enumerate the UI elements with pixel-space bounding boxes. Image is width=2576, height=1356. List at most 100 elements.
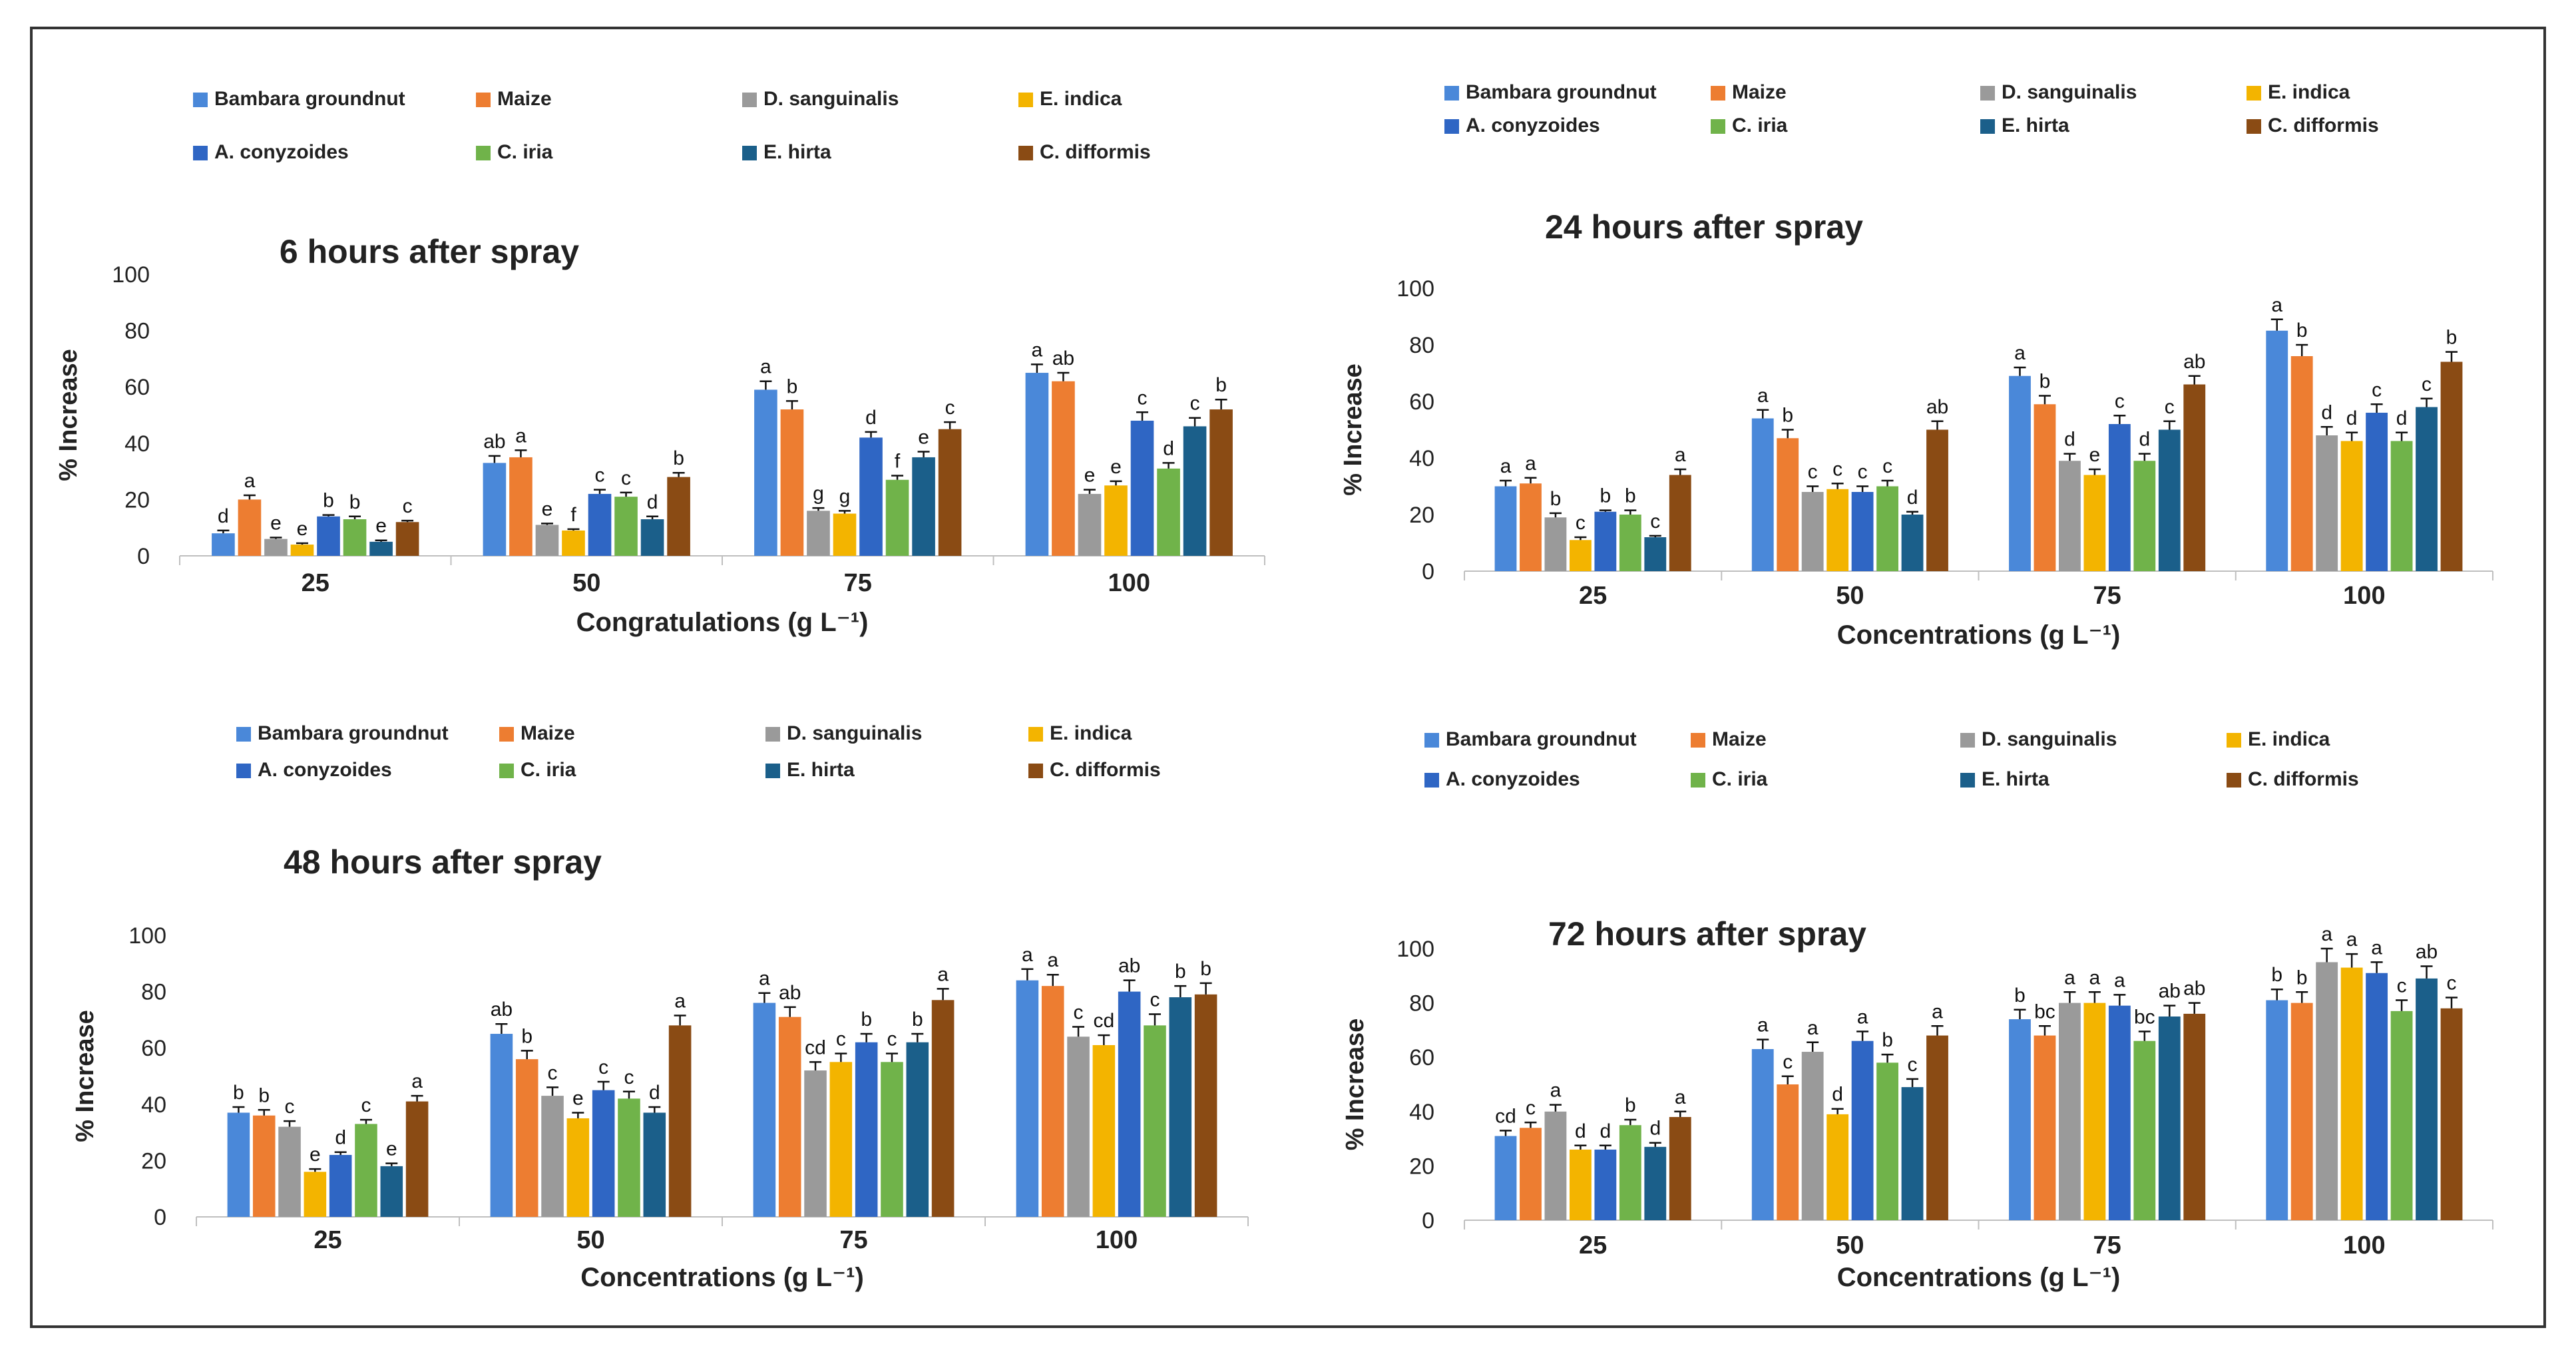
y-tick-label: 60 bbox=[141, 1036, 166, 1061]
bar bbox=[855, 1042, 878, 1217]
legend: Bambara groundnut Maize D. sanguinalis E. i… bbox=[1424, 728, 2359, 790]
significance-label: cd bbox=[1093, 1010, 1114, 1032]
significance-label: c bbox=[1150, 989, 1160, 1011]
bar bbox=[1157, 468, 1180, 556]
significance-label: ab bbox=[491, 999, 513, 1020]
bar bbox=[640, 519, 664, 556]
bar bbox=[1876, 1062, 1898, 1220]
bar bbox=[829, 1062, 853, 1217]
legend-swatch bbox=[742, 93, 757, 107]
significance-label: d bbox=[218, 505, 229, 527]
significance-label: f bbox=[570, 504, 576, 526]
significance-label: b bbox=[258, 1084, 270, 1106]
bar bbox=[2183, 1013, 2206, 1220]
legend-swatch bbox=[1980, 86, 1995, 101]
bar bbox=[2133, 1040, 2156, 1220]
bar bbox=[754, 389, 777, 556]
bar bbox=[1130, 420, 1154, 556]
significance-label: b bbox=[1625, 1094, 1636, 1116]
bar bbox=[483, 463, 507, 556]
y-tick-label: 0 bbox=[137, 544, 150, 569]
bar bbox=[509, 457, 533, 556]
significance-label: b bbox=[2271, 964, 2282, 986]
y-tick-label: 0 bbox=[1422, 1208, 1434, 1234]
legend-swatch bbox=[193, 146, 208, 160]
significance-label: d bbox=[647, 491, 658, 513]
legend-swatch bbox=[1424, 773, 1439, 788]
significance-label: a bbox=[1032, 339, 1043, 361]
bar bbox=[753, 1003, 776, 1217]
significance-label: c bbox=[1783, 1051, 1793, 1073]
significance-label: cd bbox=[805, 1036, 826, 1058]
legend-label: D. sanguinalis bbox=[2002, 81, 2137, 103]
legend-label: Bambara groundnut bbox=[214, 88, 405, 110]
bar bbox=[264, 539, 288, 556]
significance-label: a bbox=[515, 425, 527, 447]
bar bbox=[1826, 489, 1849, 571]
bar bbox=[317, 516, 340, 556]
significance-label: b bbox=[1175, 961, 1186, 983]
bar bbox=[2059, 461, 2081, 571]
significance-label: b bbox=[787, 375, 798, 397]
significance-label: bc bbox=[2134, 1006, 2155, 1028]
significance-label: a bbox=[2114, 969, 2125, 991]
significance-label: c bbox=[1074, 1001, 1084, 1023]
bar bbox=[1777, 1084, 1799, 1220]
significance-label: b bbox=[323, 490, 334, 512]
legend-swatch bbox=[1711, 119, 1725, 134]
y-tick-label: 0 bbox=[154, 1205, 166, 1230]
x-axis-label: Concentrations (g L⁻¹) bbox=[580, 1263, 864, 1292]
bar bbox=[290, 545, 314, 556]
bar bbox=[1183, 426, 1207, 556]
legend-swatch bbox=[765, 764, 780, 778]
significance-label: b bbox=[1600, 485, 1611, 507]
significance-label: d bbox=[2064, 429, 2075, 451]
chart-panel-4: Bambara groundnut Maize D. sanguinalis E. i… bbox=[1341, 728, 2493, 1292]
x-tick-label: 25 bbox=[1579, 1232, 1607, 1259]
bar bbox=[2340, 967, 2363, 1220]
bar bbox=[1926, 429, 1948, 571]
significance-label: e bbox=[542, 498, 553, 520]
significance-label: d bbox=[1163, 437, 1174, 459]
bar bbox=[1520, 483, 1542, 571]
y-tick-label: 60 bbox=[1409, 389, 1434, 415]
significance-label: d bbox=[2346, 407, 2358, 429]
legend-label: A. conyzoides bbox=[258, 759, 392, 781]
legend-label: E. indica bbox=[2248, 728, 2330, 750]
y-axis-label: % Increase bbox=[55, 349, 83, 481]
bar bbox=[2366, 973, 2388, 1220]
x-tick-label: 75 bbox=[844, 569, 872, 597]
significance-label: e bbox=[1084, 465, 1096, 487]
bar bbox=[2390, 441, 2413, 571]
significance-label: c bbox=[887, 1028, 897, 1050]
x-tick-label: 50 bbox=[576, 1226, 604, 1254]
x-tick-label: 100 bbox=[2343, 1232, 2385, 1259]
legend-label: E. hirta bbox=[787, 759, 855, 781]
bar bbox=[380, 1166, 403, 1217]
significance-label: a bbox=[2321, 923, 2332, 945]
legend-swatch bbox=[1960, 733, 1975, 748]
bar bbox=[668, 1025, 692, 1217]
y-tick-label: 20 bbox=[1409, 503, 1434, 528]
significance-label: c bbox=[621, 467, 631, 489]
bar bbox=[2108, 424, 2131, 571]
significance-label: c bbox=[1650, 511, 1660, 533]
bar bbox=[1594, 511, 1617, 571]
significance-label: d bbox=[2396, 407, 2408, 429]
legend-swatch bbox=[236, 727, 251, 742]
legend-swatch bbox=[1444, 86, 1459, 101]
legend-label: A. conyzoides bbox=[214, 141, 349, 163]
legend-label: D. sanguinalis bbox=[763, 88, 899, 110]
legend-label: C. iria bbox=[1712, 768, 1768, 790]
significance-label: c bbox=[1526, 1097, 1536, 1119]
bar bbox=[1669, 475, 1691, 571]
chart-title: 24 hours after spray bbox=[1545, 208, 1863, 246]
bar bbox=[1644, 1146, 1667, 1220]
significance-label: a bbox=[2346, 929, 2358, 951]
y-tick-label: 40 bbox=[124, 431, 150, 457]
significance-label: a bbox=[1047, 949, 1058, 971]
y-tick-label: 0 bbox=[1422, 559, 1434, 584]
bar bbox=[881, 1062, 903, 1217]
